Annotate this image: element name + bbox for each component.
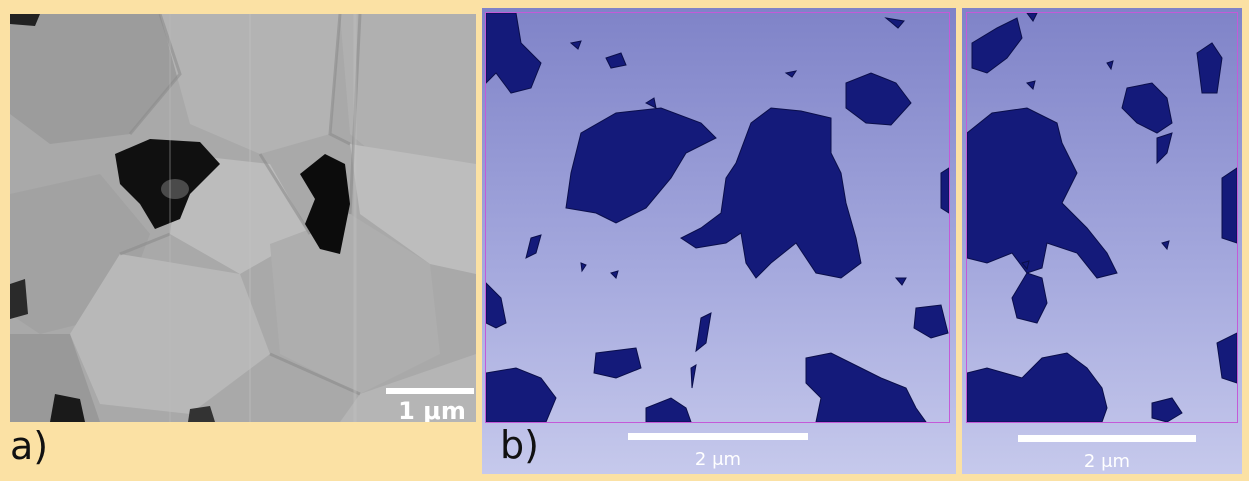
micrograph-image [10, 14, 476, 422]
scale-bar-a [386, 388, 474, 394]
scale-label-a: 1 μm [398, 397, 466, 422]
reconstruction-panel-c: 2 μm [962, 8, 1242, 474]
scale-bar-c [1018, 435, 1196, 442]
pore-render-c [967, 13, 1237, 422]
panel-label-b: b) [500, 423, 539, 467]
scale-label-c: 2 μm [1083, 451, 1131, 472]
scale-bar-b [628, 433, 808, 440]
reconstruction-panel-b: b) 2 μm [482, 8, 956, 474]
render-view-b [485, 12, 950, 423]
sem-micrograph: 1 μm [10, 14, 476, 422]
pore-render-b [486, 13, 949, 422]
render-view-c [966, 12, 1238, 423]
scale-label-b: 2 μm [694, 449, 742, 470]
panel-label-a: a) [10, 424, 49, 468]
